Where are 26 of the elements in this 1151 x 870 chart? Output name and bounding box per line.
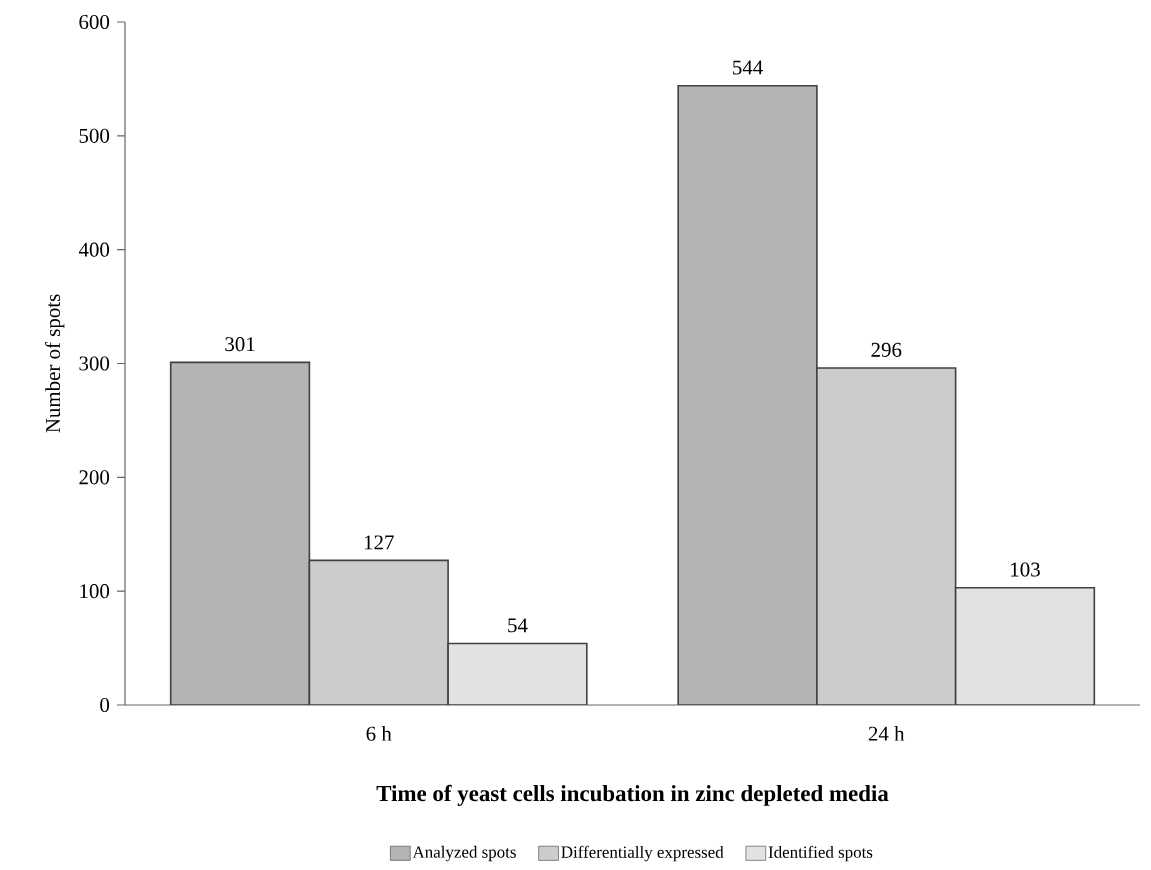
y-tick-label: 400: [78, 242, 110, 257]
y-tick-label: 100: [80, 584, 110, 599]
legend-label: Identified spots: [768, 845, 873, 862]
y-tick-label: 300: [79, 356, 110, 371]
bar: [169, 361, 311, 705]
y-tick-label: 500: [79, 128, 110, 143]
legend-label: Differentially expressed: [561, 845, 724, 862]
bar: [308, 559, 449, 705]
x-tick-label: 24 h: [868, 726, 905, 741]
data-label: 127: [364, 535, 394, 550]
bar: [954, 586, 1096, 705]
x-axis-title: Time of yeast cells incubation in zinc depleted media: [376, 784, 889, 806]
y-tick-label: 200: [79, 470, 110, 485]
y-tick-label: 0: [100, 697, 110, 713]
bar: [447, 642, 588, 705]
data-label: 296: [871, 342, 902, 357]
bar: [677, 84, 818, 705]
bar: [816, 367, 957, 705]
data-label: 54: [508, 618, 528, 633]
legend-label: Analyzed spots: [412, 845, 516, 862]
data-label: 544: [733, 60, 763, 75]
data-label: 103: [1011, 562, 1040, 577]
y-tick-label: 600: [79, 14, 110, 30]
x-tick-label: 6 h: [366, 726, 392, 741]
y-axis-title: Number of spots: [45, 294, 65, 433]
data-label: 301: [225, 337, 255, 352]
